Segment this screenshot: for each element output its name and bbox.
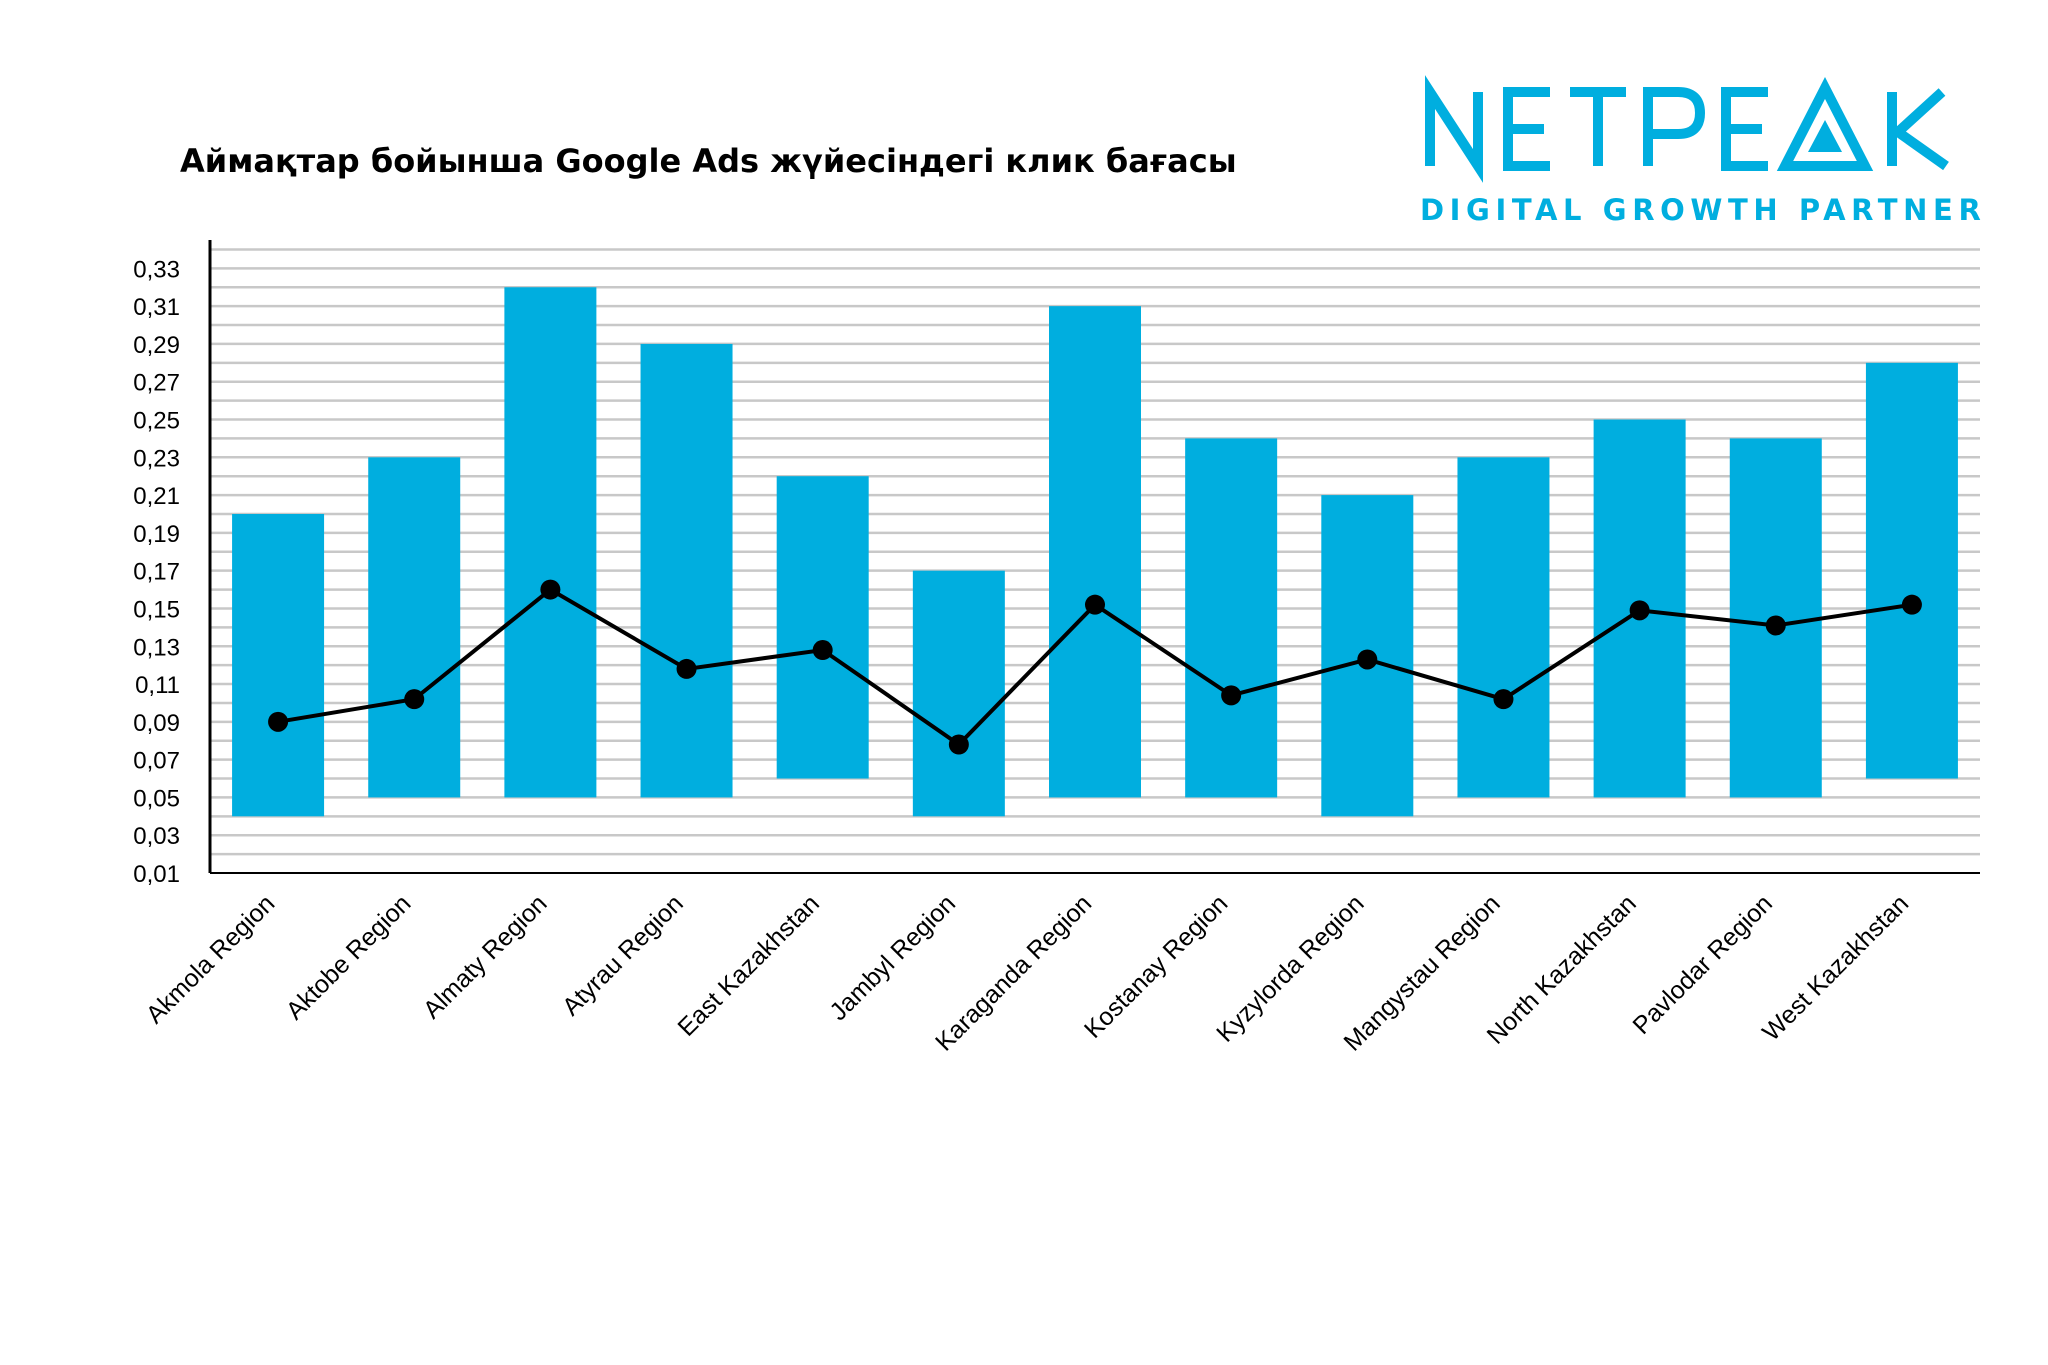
y-tick-label: 0,25	[133, 408, 180, 435]
x-category-label: Kostanay Region	[1079, 889, 1233, 1043]
x-category-label: Kyzylorda Region	[1211, 889, 1369, 1047]
bar	[1049, 306, 1141, 798]
x-category-label: East Kazakhstan	[672, 889, 824, 1041]
line-point	[812, 640, 833, 661]
bar	[776, 476, 869, 779]
bar	[368, 457, 461, 798]
logo-tagline: DIGITAL GROWTH PARTNER	[1420, 193, 1986, 227]
line-point	[1085, 594, 1105, 615]
x-category-label: Almaty Region	[418, 889, 553, 1024]
x-category-label: Aktobe Region	[281, 889, 417, 1025]
bar	[232, 513, 325, 817]
bar	[1457, 457, 1550, 798]
y-tick-label: 0,15	[133, 596, 180, 623]
line-point	[268, 711, 289, 732]
bar	[912, 570, 1005, 817]
line-point	[1221, 685, 1242, 706]
y-tick-label: 0,19	[133, 521, 180, 548]
y-tick-label: 0,31	[133, 294, 180, 321]
line-point	[948, 734, 969, 755]
bar	[1185, 438, 1278, 798]
y-tick-label: 0,23	[133, 445, 180, 472]
axes	[208, 240, 1980, 874]
x-category-label: Atyrau Region	[557, 889, 689, 1021]
x-category-label: West Kazakhstan	[1757, 889, 1914, 1046]
bars	[232, 287, 1958, 817]
y-tick-label: 0,17	[133, 559, 180, 586]
y-tick-label: 0,11	[135, 672, 180, 699]
x-category-label: Jambyl Region	[824, 889, 961, 1026]
y-tick-label: 0,01	[133, 861, 180, 888]
bar	[1865, 362, 1958, 779]
y-axis-ticks: 0,01 0,03 0,05 0,07 0,09 0,11 0,13 0,15 0,17 0,19…	[133, 256, 180, 888]
y-tick-label: 0,09	[133, 710, 180, 737]
x-axis-labels: Akmola Region Aktobe Region Almaty Region A…	[141, 889, 1915, 1056]
x-category-label: Pavlodar Region	[1628, 889, 1779, 1040]
y-tick-label: 0,05	[133, 785, 180, 812]
line-point	[540, 579, 561, 600]
y-tick-label: 0,29	[133, 332, 180, 359]
line-point	[1901, 594, 1922, 615]
line-point	[1357, 649, 1378, 670]
chart-title: Аймақтар бойынша Google Ads жүйесіндегі …	[180, 142, 1237, 180]
line-point	[676, 658, 697, 679]
line-point	[1629, 600, 1650, 621]
y-tick-label: 0,21	[133, 483, 180, 510]
y-tick-label: 0,03	[133, 823, 180, 850]
bar	[640, 343, 733, 798]
x-category-label: Akmola Region	[141, 889, 281, 1029]
x-category-label: North Kazakhstan	[1482, 889, 1642, 1049]
line-series	[268, 579, 1922, 755]
y-tick-label: 0,33	[133, 256, 180, 283]
y-tick-label: 0,13	[133, 634, 180, 661]
y-tick-label: 0,27	[133, 370, 180, 397]
line-point	[404, 689, 425, 710]
y-tick-label: 0,07	[133, 748, 180, 775]
bar	[504, 287, 597, 798]
line-point	[1765, 615, 1786, 636]
line-point	[1493, 689, 1514, 710]
netpeak-logo: DIGITAL GROWTH PARTNER	[1420, 75, 1986, 227]
